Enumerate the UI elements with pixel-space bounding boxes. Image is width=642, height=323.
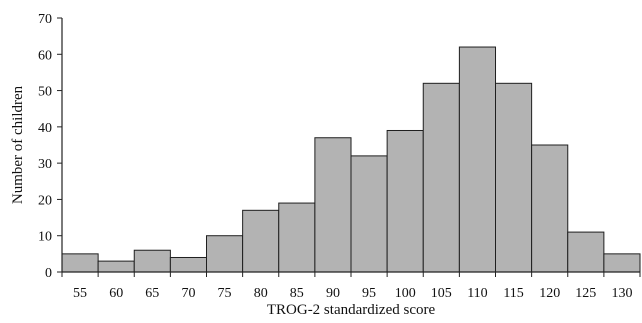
x-tick-label-85: 85	[290, 286, 304, 301]
x-axis-title: TROG-2 standardized score	[267, 302, 436, 318]
y-tick-label-70: 70	[38, 12, 52, 27]
x-tick-label-115: 115	[503, 286, 523, 301]
bar-75	[206, 235, 244, 273]
y-tick-label-10: 10	[38, 230, 52, 245]
y-tick-label-40: 40	[38, 121, 52, 136]
bar-105	[422, 82, 460, 273]
bar-130	[603, 253, 641, 273]
x-tick-label-130: 130	[611, 286, 632, 301]
x-tick-label-80: 80	[254, 286, 268, 301]
x-tick-label-120: 120	[539, 286, 560, 301]
bar-120	[531, 144, 569, 273]
y-ticks-layer: 0 10 20 30 40 50 60 70	[38, 12, 62, 281]
y-tick-label-60: 60	[38, 48, 52, 63]
x-tick-label-100: 100	[395, 286, 416, 301]
y-axis-title: Number of children	[10, 85, 26, 204]
x-tick-label-70: 70	[181, 286, 195, 301]
x-tick-label-110: 110	[467, 286, 487, 301]
bars-layer	[61, 46, 641, 273]
x-ticks-layer: 55 60 65 70 75 80 85 90 95 100 105 110 115 120 125 130	[61, 272, 641, 301]
x-tick-label-60: 60	[109, 286, 123, 301]
bar-55	[61, 253, 99, 273]
bar-65	[133, 249, 171, 273]
y-tick-label-0: 0	[45, 266, 52, 281]
x-tick-label-105: 105	[431, 286, 452, 301]
x-tick-label-65: 65	[145, 286, 159, 301]
x-tick-label-95: 95	[362, 286, 376, 301]
bar-125	[567, 231, 605, 273]
bar-60	[97, 260, 135, 273]
bar-110	[458, 46, 497, 273]
bar-90	[314, 137, 352, 273]
bar-100	[386, 129, 424, 273]
x-tick-label-75: 75	[218, 286, 232, 301]
bar-80	[242, 209, 280, 273]
y-tick-label-20: 20	[38, 193, 52, 208]
y-tick-label-30: 30	[38, 157, 52, 172]
bar-70	[169, 256, 208, 273]
bar-95	[350, 155, 388, 273]
y-tick-label-50: 50	[38, 85, 52, 100]
x-tick-label-55: 55	[73, 286, 87, 301]
x-tick-label-90: 90	[326, 286, 340, 301]
bar-115	[495, 82, 533, 273]
x-tick-label-125: 125	[575, 286, 596, 301]
bar-85	[278, 202, 316, 273]
